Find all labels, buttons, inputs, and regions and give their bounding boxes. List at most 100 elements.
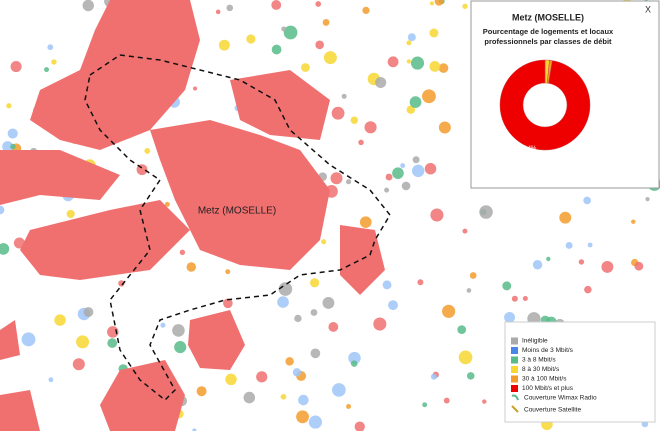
coverage-dot [430,373,438,380]
coverage-dot [315,40,325,50]
coverage-dot [76,335,90,349]
donut-segment [499,59,591,151]
coverage-dot [225,373,237,386]
coverage-dot [362,6,370,15]
legend-swatch [511,375,518,383]
legend-label: 8 à 30 Mbit/s [522,366,560,373]
coverage-dot [10,143,16,150]
coverage-dot [442,304,456,318]
coverage-dot [72,358,85,371]
coverage-dot [584,285,592,294]
coverage-dot [323,51,337,65]
coverage-dot [2,141,14,153]
coverage-dot [283,25,298,40]
coverage-dot [292,368,302,377]
coverage-dot [294,314,302,323]
coverage-dot [532,260,543,270]
high-speed-areas [0,0,385,431]
coverage-dot [193,86,198,91]
coverage-dot [186,262,196,272]
popup-subtitle: Pourcentage de logements et locaux [483,27,614,36]
legend-label: Couverture Wimax Radio [524,395,597,402]
coverage-dot [482,399,487,404]
coverage-dot [54,314,66,326]
coverage-dot [382,280,392,290]
coverage-dot [285,357,294,366]
coverage-dot [411,164,425,178]
coverage-dot [82,0,94,12]
coverage-dot [246,34,256,44]
coverage-dot [457,325,467,334]
coverage-dot [565,242,573,249]
coverage-dot [385,173,393,181]
coverage-dot [634,261,644,271]
popup-close[interactable]: X [645,4,651,14]
coverage-dot [462,228,468,234]
coverage-dot [601,260,614,273]
coverage-dot [21,332,36,347]
wimax-icon [511,394,519,401]
legend-label: Couverture Satellite [524,407,581,414]
coverage-dot [107,326,119,338]
coverage-dot [196,386,207,397]
coverage-dot [406,59,411,64]
coverage-dot [462,3,468,9]
coverage-dot [384,187,390,193]
coverage-dot [174,341,187,354]
coverage-dot [422,89,436,104]
coverage-dot [330,172,343,185]
coverage-dot [546,256,551,262]
coverage-dot [271,44,282,55]
legend-label: Moins de 3 Mbit/s [522,347,574,354]
coverage-dot [387,56,399,68]
coverage-dot [645,197,650,202]
coverage-dot [429,1,435,6]
coverage-dot [443,397,450,404]
coverage-dot [392,167,404,179]
coverage-dot [410,56,425,70]
legend: Inéligible Moins de 3 Mbit/s 3 à 8 Mbit/s 8… [504,321,656,423]
coverage-dot [308,415,322,429]
coverage-dot [278,282,293,296]
coverage-dot [0,205,5,215]
legend-swatch [511,337,518,345]
coverage-dot [373,317,387,331]
coverage-dot [359,216,372,228]
coverage-dot [364,121,377,134]
coverage-dot [409,96,422,109]
coverage-dot [401,181,411,191]
coverage-dot [298,394,309,406]
coverage-dot [438,63,449,73]
coverage-dot [412,156,420,164]
coverage-dot [354,421,365,432]
coverage-dot [504,311,515,323]
coverage-dot [430,208,444,222]
coverage-dot [438,121,451,134]
coverage-dot [223,298,233,309]
coverage-dot [328,322,339,332]
legend-label: 3 à 8 Mbit/s [522,357,556,364]
popup-subtitle: professionnels par classes de débit [484,37,612,46]
coverage-dot [631,219,636,224]
coverage-dot [48,377,54,383]
coverage-dot [172,324,185,337]
coverage-dot [315,1,322,7]
coverage-dot [256,371,268,383]
coverage-dot [511,295,518,302]
coverage-dot [502,281,512,291]
coverage-dot [479,205,493,219]
coverage-dot [226,4,234,12]
coverage-dot [587,242,593,248]
coverage-dot [310,278,320,288]
coverage-dot [0,243,10,255]
coverage-dot [400,163,406,169]
coverage-dot [583,196,591,205]
coverage-dot [346,404,351,409]
coverage-dot [429,28,439,38]
coverage-dot [10,61,22,73]
coverage-dot [310,348,321,359]
coverage-dot [375,76,387,89]
coverage-dot [345,179,352,185]
coverage-dot [350,116,359,124]
